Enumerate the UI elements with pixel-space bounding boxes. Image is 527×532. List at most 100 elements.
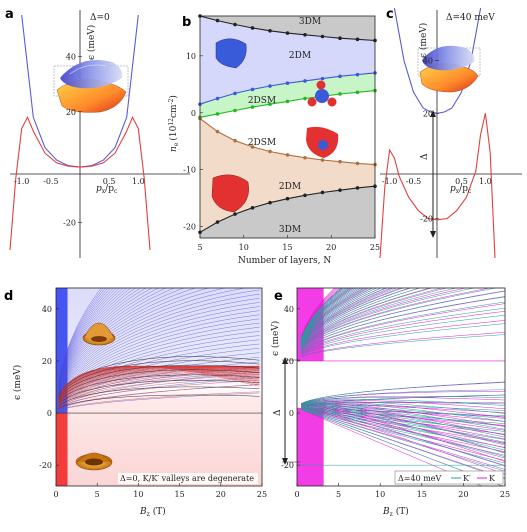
point-b-3-2 bbox=[233, 138, 237, 143]
level-e-down-1-1 bbox=[301, 394, 505, 406]
point-b-2-1 bbox=[215, 112, 220, 116]
e-x-tick-5: 25 bbox=[500, 490, 510, 499]
point-b-1-2 bbox=[233, 91, 237, 96]
level-e-down-1-5 bbox=[301, 389, 505, 404]
point-b-0-5 bbox=[285, 31, 290, 35]
level-d-up-24 bbox=[58, 288, 247, 397]
d-x-tick-3: 15 bbox=[175, 490, 185, 499]
level-e-up-1-14 bbox=[300, 288, 412, 348]
level-e-up-0-19 bbox=[300, 288, 369, 344]
level-e-down-1-22 bbox=[301, 406, 505, 451]
level-e-up-1-32 bbox=[300, 288, 348, 341]
b-y-tick-0: 10 bbox=[186, 52, 196, 61]
y-axis-label-a: ϵ (meV) bbox=[86, 25, 97, 60]
delta-label-c: Δ=40 meV bbox=[446, 13, 495, 23]
level-e-up-0-24 bbox=[300, 288, 354, 342]
level-e-up-1-5 bbox=[301, 301, 505, 353]
level-e-up-1-27 bbox=[300, 288, 357, 342]
level-d-down-1 bbox=[58, 391, 260, 411]
ticks-a: 40 20 -20 -1.0 -0.5 0.5 1.0 bbox=[14, 52, 145, 227]
level-d-dark-3 bbox=[58, 380, 260, 405]
region-label-b-1: 2DM bbox=[289, 51, 311, 61]
fermi-shape-insets-b bbox=[211, 38, 339, 213]
region-label-b-3: 2DSM bbox=[248, 138, 276, 148]
series-a-1 bbox=[9, 116, 81, 251]
point-b-3-7 bbox=[320, 158, 325, 162]
dense-levels-top-d bbox=[56, 288, 68, 414]
level-e-up-0-13 bbox=[300, 288, 402, 347]
landau-levels-d bbox=[56, 288, 262, 486]
level-e-down-1-13 bbox=[301, 405, 505, 427]
ticks-d: 40 20 0 -20 0 5 10 15 20 25 bbox=[39, 305, 267, 499]
level-e-up-1-28 bbox=[300, 288, 355, 342]
level-d-up-26 bbox=[58, 288, 210, 396]
ticks-b: 10 0 -10 -20 5 10 15 20 25 bbox=[183, 52, 380, 252]
panel-label-a: a bbox=[5, 7, 14, 22]
dense-levels-bottom-e bbox=[297, 407, 324, 486]
point-b-4-9 bbox=[355, 186, 360, 190]
level-e-up-1-25 bbox=[300, 288, 362, 343]
series-c-1 bbox=[379, 113, 496, 259]
c-x-tick-0: -1.0 bbox=[382, 177, 397, 186]
level-e-down-1-3 bbox=[301, 407, 505, 417]
level-e-up-1-24 bbox=[300, 288, 364, 343]
legend-delta-e: Δ=40 meV bbox=[398, 474, 442, 483]
e-y-tick-3: -20 bbox=[281, 461, 294, 470]
level-d-up-15 bbox=[58, 322, 260, 402]
point-b-1-6 bbox=[303, 79, 307, 83]
level-e-up-0-20 bbox=[300, 288, 365, 343]
point-b-0-4 bbox=[268, 29, 272, 33]
panel-e: e Δ ϵ (meV) Δ=40 meV K′ K Bz (T) 40 20 0 -20… bbox=[270, 287, 510, 518]
level-d-down-8 bbox=[58, 369, 260, 406]
c-x-tick-3: 1.0 bbox=[479, 177, 492, 186]
point-b-3-8 bbox=[338, 159, 342, 164]
level-e-up-0-2 bbox=[301, 320, 505, 356]
point-b-0-9 bbox=[355, 37, 360, 42]
level-d-dark-4 bbox=[58, 374, 260, 403]
level-e-up-1-29 bbox=[300, 288, 353, 342]
level-d-up-18 bbox=[58, 310, 260, 400]
e-y-tick-2: 0 bbox=[289, 409, 294, 418]
panel-a: a Δ=0 ϵ (meV) px/pc 40 20 -20 -1.0 -0.5 0.5 1.… bbox=[5, 7, 190, 258]
level-d-up-25 bbox=[58, 288, 226, 396]
delta-label-a: Δ=0 bbox=[90, 13, 110, 23]
annotation-d: Δ=0, K/K′ valleys are degenerate bbox=[120, 474, 254, 483]
level-e-down-1-24 bbox=[301, 408, 505, 472]
dense-levels-bottom-d bbox=[56, 413, 68, 486]
level-e-up-1-1 bbox=[301, 334, 505, 358]
curves-b bbox=[198, 14, 377, 235]
d-y-tick-1: 20 bbox=[42, 357, 52, 366]
level-e-down-1-10 bbox=[301, 405, 505, 419]
level-e-down-1-12 bbox=[301, 408, 505, 440]
point-b-4-5 bbox=[285, 196, 290, 201]
point-b-3-6 bbox=[303, 155, 307, 160]
e-x-tick-1: 5 bbox=[336, 490, 341, 499]
level-e-down-1-23 bbox=[301, 403, 505, 438]
y-axis-label-b: ne(1012cm-2) bbox=[168, 95, 180, 152]
level-e-down-0-6 bbox=[301, 407, 505, 426]
level-e-down-0-14 bbox=[301, 401, 505, 418]
level-d-up-3 bbox=[58, 377, 260, 410]
level-e-up-0-9 bbox=[301, 288, 448, 349]
landau-levels-e bbox=[297, 288, 505, 486]
level-e-up-1-34 bbox=[300, 288, 345, 340]
e-x-tick-4: 20 bbox=[458, 490, 468, 499]
level-d-down-5 bbox=[58, 373, 260, 408]
point-b-1-5 bbox=[285, 81, 290, 85]
level-e-up-1-11 bbox=[301, 288, 443, 349]
a-y-tick-2: -20 bbox=[63, 218, 76, 227]
a-x-tick-1: -0.5 bbox=[43, 177, 58, 186]
x-axis-label-a: px/pc bbox=[96, 184, 118, 195]
level-d-up-21 bbox=[58, 298, 260, 399]
level-e-down-0-18 bbox=[301, 408, 505, 461]
d-x-tick-5: 25 bbox=[257, 490, 267, 499]
level-e-up-1-26 bbox=[300, 288, 359, 343]
level-e-down-1-14 bbox=[301, 400, 505, 414]
level-e-up-1-22 bbox=[300, 288, 370, 344]
level-e-down-0-7 bbox=[301, 404, 505, 413]
level-d-dark-6 bbox=[58, 364, 260, 399]
point-b-3-5 bbox=[285, 153, 290, 157]
level-d-up-19 bbox=[58, 306, 260, 400]
region-label-b-0: 3DM bbox=[299, 17, 321, 27]
